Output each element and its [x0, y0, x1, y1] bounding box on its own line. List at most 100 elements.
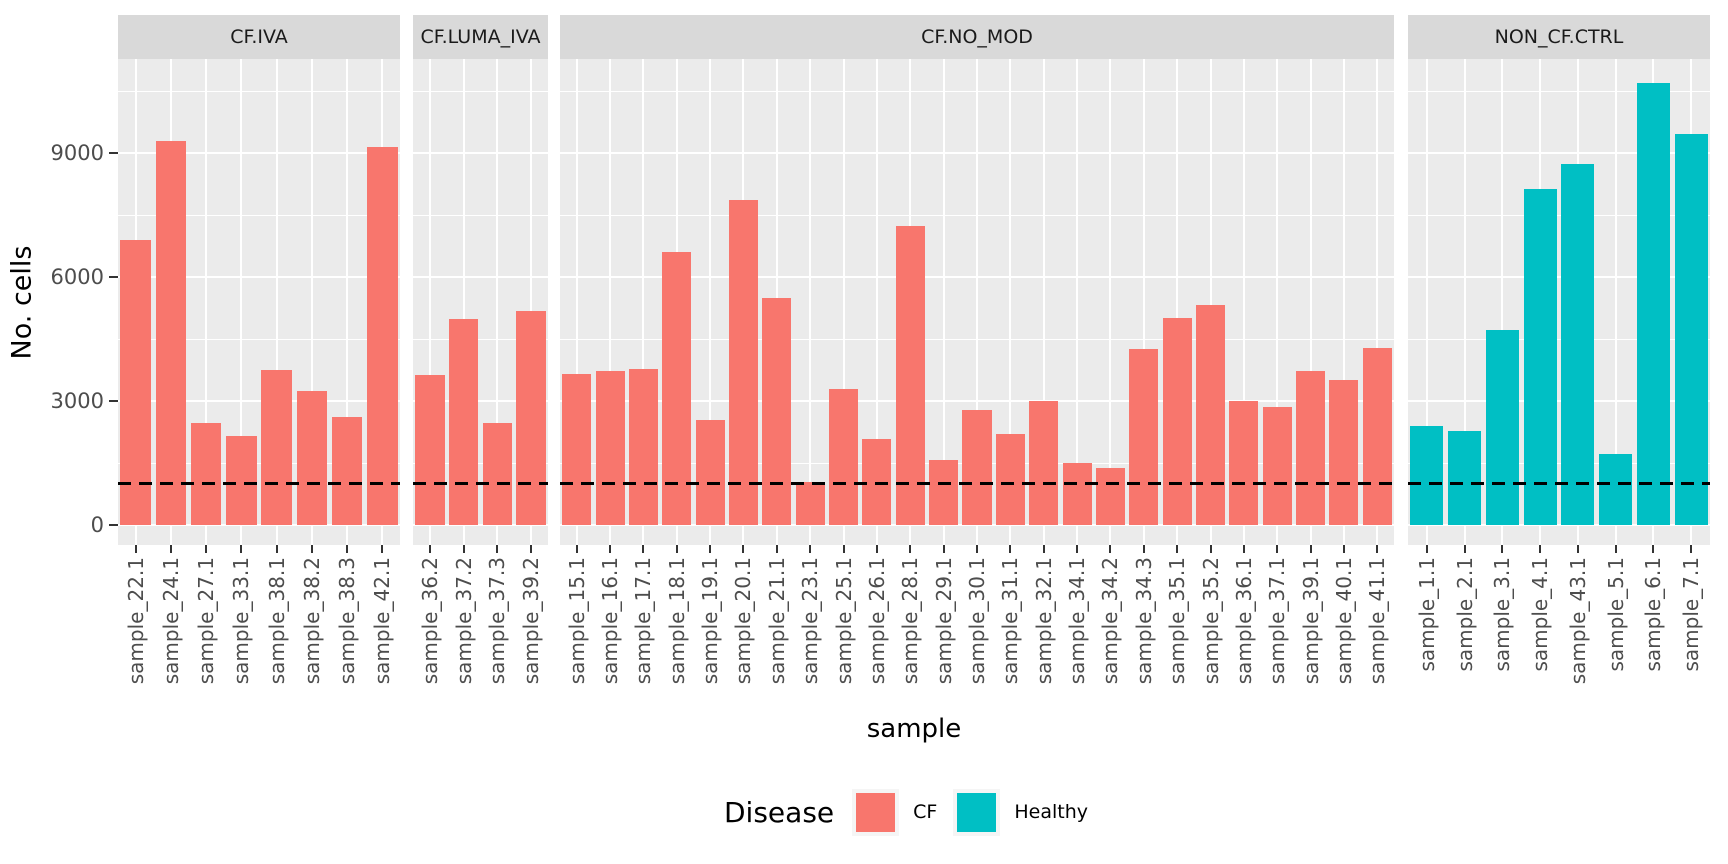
bar-sample_36.2 [415, 374, 445, 525]
facet-strip: NON_CF.CTRL [1408, 15, 1710, 59]
x-tick-label: sample_36.1 [1231, 557, 1256, 685]
x-tick-label: sample_41.1 [1365, 557, 1390, 685]
x-tick-mark [1109, 545, 1112, 553]
x-tick-mark [1501, 545, 1504, 553]
bar-sample_4.1 [1523, 188, 1557, 525]
facet-panel [1408, 59, 1710, 545]
x-tick-label: sample_15.1 [564, 557, 589, 685]
minor-gridline [413, 339, 548, 340]
x-tick-label: sample_34.2 [1098, 557, 1123, 685]
bar-sample_18.1 [662, 252, 692, 525]
legend: Disease CF Healthy [118, 781, 1710, 843]
minor-gridline [1408, 215, 1710, 216]
legend-key [953, 788, 1001, 836]
category-gridline [1209, 59, 1212, 545]
x-tick-label: sample_38.3 [335, 557, 360, 685]
legend-label: Healthy [1014, 801, 1088, 823]
x-tick-label: sample_40.1 [1331, 557, 1356, 685]
x-tick-mark [675, 545, 678, 553]
x-tick-label: sample_30.1 [965, 557, 989, 685]
x-tick-label: sample_1.1 [1414, 557, 1439, 672]
facet-strip-label: CF.NO_MOD [921, 26, 1033, 48]
x-tick-label: sample_34.1 [1065, 557, 1090, 685]
x-axis-title: sample [866, 714, 962, 744]
x-tick-mark [642, 545, 645, 553]
category-gridline [1425, 59, 1428, 545]
category-gridline [642, 59, 645, 545]
x-tick-mark [1142, 545, 1145, 553]
category-gridline [205, 59, 208, 545]
category-gridline [462, 59, 465, 545]
bar-sample_21.1 [762, 297, 792, 525]
x-tick-mark [1076, 545, 1079, 553]
minor-gridline [1408, 463, 1710, 464]
x-tick-label: sample_4.1 [1528, 557, 1553, 672]
facet-panel [560, 59, 1394, 545]
x-tick-label: sample_35.1 [1165, 557, 1190, 685]
x-tick-mark [1242, 545, 1245, 553]
x-tick-mark [1425, 545, 1428, 553]
y-tick-mark [109, 400, 118, 402]
x-tick-mark [428, 545, 431, 553]
x-tick-label: sample_3.1 [1490, 557, 1515, 672]
x-tick-label: sample_38.1 [264, 557, 289, 685]
x-tick-label: sample_25.1 [831, 557, 856, 685]
threshold-dashed-line [1408, 482, 1710, 486]
x-tick-label: sample_28.1 [898, 557, 923, 685]
minor-gridline [1408, 339, 1710, 340]
y-tick-label: 6000 [50, 265, 104, 289]
category-gridline [1501, 59, 1504, 545]
y-tick-mark [109, 524, 118, 526]
legend-items: CF Healthy [852, 788, 1104, 836]
bar-sample_33.1 [226, 436, 257, 525]
x-tick-label: sample_39.2 [519, 557, 544, 685]
category-gridline [976, 59, 978, 545]
facet-strip: CF.NO_MOD [560, 15, 1394, 59]
major-gridline [118, 152, 400, 154]
category-gridline [1309, 59, 1312, 545]
x-tick-mark [275, 545, 278, 553]
category-gridline [1614, 59, 1617, 545]
x-tick-mark [875, 545, 878, 553]
x-tick-label: sample_24.1 [158, 557, 183, 685]
x-tick-mark [496, 545, 499, 553]
x-tick-mark [240, 545, 243, 553]
x-tick-mark [530, 545, 533, 553]
category-gridline [875, 59, 878, 545]
category-gridline [310, 59, 313, 545]
minor-gridline [118, 91, 400, 92]
bar-sample_35.1 [1162, 318, 1192, 525]
major-gridline [1408, 400, 1710, 402]
bar-sample_7.1 [1674, 134, 1708, 525]
x-tick-mark [1614, 545, 1617, 553]
bar-sample_5.1 [1599, 453, 1633, 525]
x-tick-label: sample_23.1 [798, 557, 823, 685]
x-tick-mark [942, 545, 945, 553]
bar-sample_34.3 [1129, 349, 1159, 525]
x-tick-mark [609, 545, 612, 553]
bar-sample_34.2 [1095, 468, 1125, 525]
bar-sample_2.1 [1448, 430, 1482, 525]
facet-strip-label: CF.LUMA_IVA [420, 26, 541, 48]
y-tick-label: 0 [90, 513, 104, 537]
category-gridline [609, 59, 612, 545]
x-tick-label: sample_19.1 [698, 557, 723, 685]
x-tick-mark [775, 545, 778, 553]
bar-sample_43.1 [1561, 163, 1595, 525]
bar-sample_27.1 [190, 422, 222, 525]
bar-sample_42.1 [367, 146, 398, 525]
x-tick-mark [709, 545, 712, 553]
x-tick-label: sample_33.1 [229, 557, 254, 685]
y-tick-mark [109, 276, 118, 278]
x-tick-label: sample_36.2 [417, 557, 442, 685]
x-tick-label: sample_18.1 [664, 557, 689, 685]
x-tick-mark [1009, 545, 1012, 553]
category-gridline [1009, 59, 1012, 545]
x-tick-mark [1376, 545, 1379, 553]
bar-sample_34.1 [1062, 463, 1092, 525]
y-tick-label: 3000 [50, 389, 104, 413]
x-tick-mark [381, 545, 384, 553]
x-tick-label: sample_39.1 [1298, 557, 1323, 685]
x-tick-mark [809, 545, 812, 553]
bar-sample_35.2 [1196, 304, 1226, 525]
